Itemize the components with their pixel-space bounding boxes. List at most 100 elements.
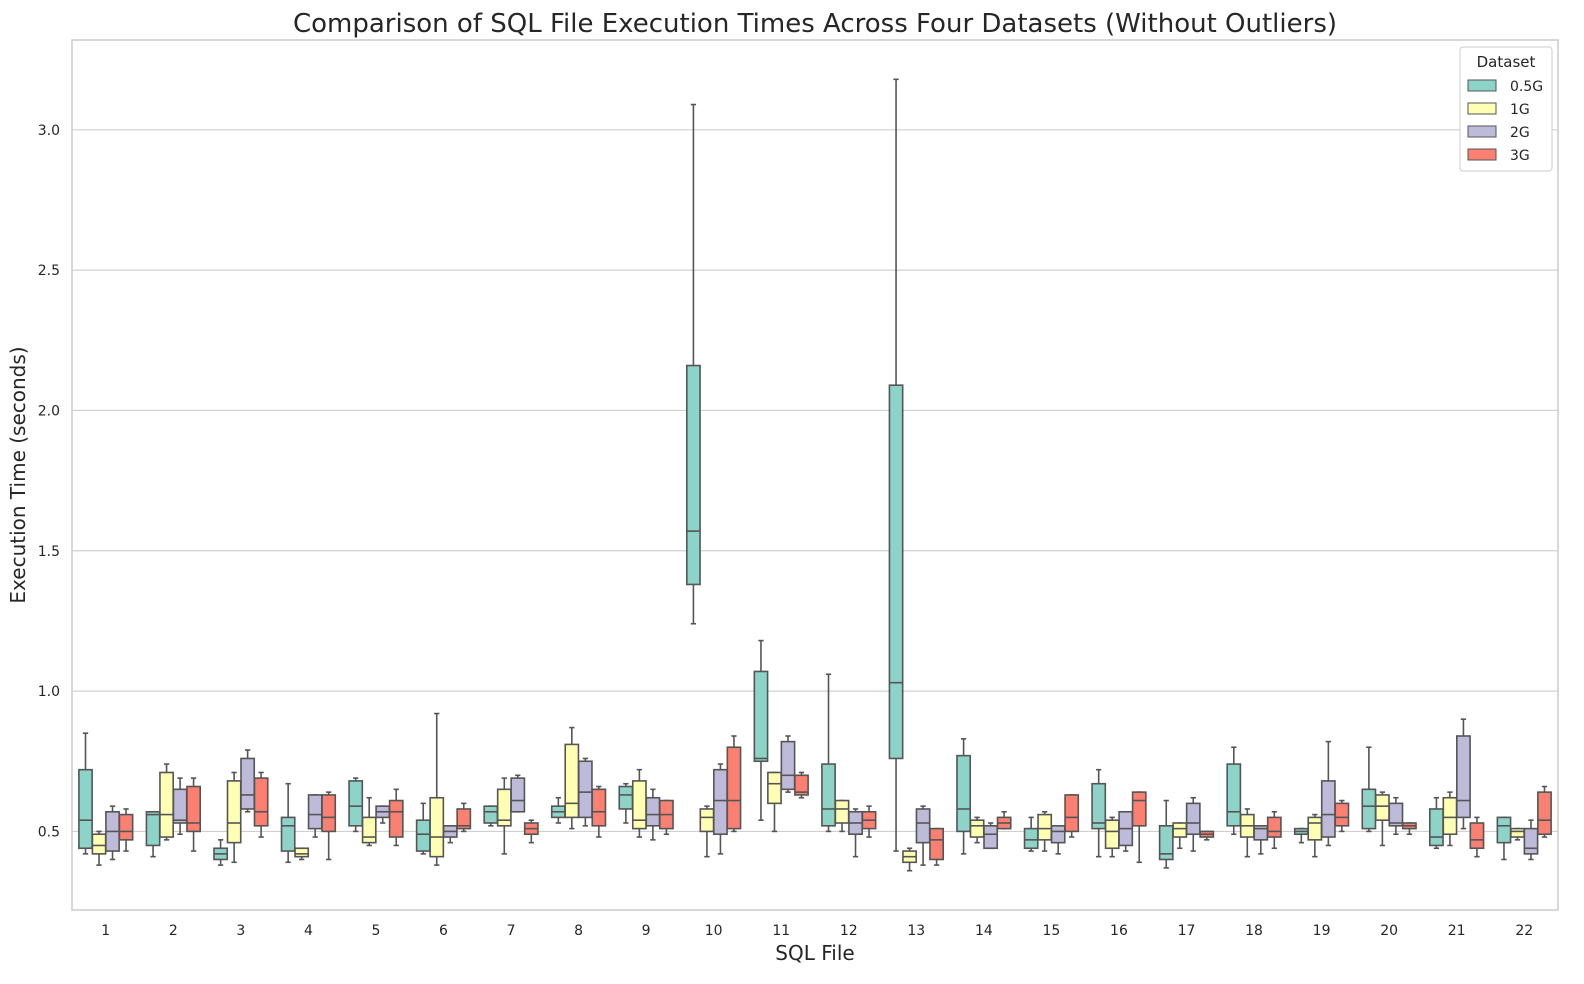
iqr-box [564, 743, 580, 819]
box-2G-15 [1050, 825, 1066, 855]
x-tick-label: 14 [975, 923, 993, 939]
iqr-box [1050, 825, 1066, 844]
legend-swatch-2G [1467, 125, 1497, 138]
box-2G-13 [915, 805, 931, 866]
iqr-box [307, 794, 323, 830]
box-3G-5 [388, 788, 404, 847]
iqr-box [1172, 822, 1188, 838]
x-tick-label: 13 [907, 923, 925, 939]
chart-title: Comparison of SQL File Execution Times A… [293, 9, 1337, 39]
x-tick-label: 11 [772, 923, 790, 939]
y-tick-labels: 0.5 1.0 1.5 2.0 2.5 3.0 [38, 123, 60, 841]
iqr-box [321, 794, 337, 833]
plot-area [71, 39, 1559, 911]
box-1G-2 [159, 763, 174, 841]
iqr-box [1469, 822, 1485, 850]
box-2G-4 [307, 794, 323, 838]
iqr-box [1496, 816, 1512, 844]
iqr-box [294, 847, 310, 858]
x-tick-labels: 1 2 3 4 5 6 7 8 9 10 11 12 13 14 15 16 17 18 19 20 21 22 [101, 923, 1533, 939]
box-2G-8 [577, 757, 593, 827]
box-2G-11 [780, 735, 796, 793]
box-2G-18 [1253, 825, 1269, 855]
iqr-box [645, 796, 661, 827]
legend-label: 0.5G [1510, 79, 1543, 95]
box-3G-14 [996, 810, 1012, 830]
iqr-box [1537, 791, 1552, 836]
box-0.5G-13 [888, 78, 904, 852]
box-3G-1 [118, 808, 134, 852]
iqr-box [915, 808, 931, 844]
y-tick-label: 3.0 [38, 123, 60, 139]
box-0.5G-10 [685, 103, 701, 625]
x-tick-label: 19 [1313, 923, 1331, 939]
box-3G-4 [321, 791, 337, 861]
iqr-box [1388, 802, 1404, 827]
x-tick-label: 21 [1448, 923, 1466, 939]
iqr-box [753, 670, 769, 763]
box-0.5G-16 [1091, 768, 1107, 858]
box-3G-15 [1064, 794, 1080, 838]
legend-swatch-3G [1467, 148, 1497, 161]
iqr-box [767, 771, 782, 805]
legend-frame [1459, 46, 1553, 172]
box-2G-7 [510, 774, 526, 813]
box-3G-13 [929, 827, 945, 866]
box-0.5G-22 [1496, 816, 1512, 861]
x-tick-label: 12 [840, 923, 858, 939]
iqr-box [834, 799, 850, 824]
box-0.5G-18 [1226, 746, 1242, 836]
box-2G-16 [1118, 810, 1134, 852]
iqr-box [1185, 802, 1201, 836]
box-0.5G-11 [753, 639, 769, 821]
box-2G-17 [1185, 796, 1201, 852]
x-tick-label: 5 [371, 923, 380, 939]
iqr-box [1226, 763, 1242, 827]
box-2G-10 [713, 763, 728, 855]
legend-title: Dataset [1477, 53, 1536, 71]
iqr-box [780, 740, 796, 791]
box-3G-10 [726, 735, 742, 833]
iqr-box [713, 768, 728, 836]
legend-swatch-1G [1467, 102, 1497, 115]
box-3G-16 [1131, 791, 1147, 864]
box-2G-2 [172, 777, 188, 836]
x-tick-label: 1 [101, 923, 110, 939]
iqr-box [253, 777, 269, 827]
iqr-box [118, 813, 134, 841]
legend-label: 2G [1510, 125, 1530, 141]
legend: Dataset 0.5G 1G 2G 3G [1459, 46, 1553, 172]
iqr-box [1158, 825, 1174, 861]
iqr-box [726, 746, 742, 830]
iqr-box [591, 788, 607, 827]
box-3G-19 [1334, 799, 1350, 833]
iqr-box [821, 763, 836, 827]
iqr-box [510, 777, 526, 813]
box-0.5G-1 [78, 732, 93, 855]
iqr-box [1307, 816, 1323, 841]
x-tick-label: 2 [169, 923, 178, 939]
iqr-box [1037, 813, 1053, 841]
box-1G-5 [361, 796, 377, 847]
iqr-box [1442, 796, 1458, 836]
box-3G-2 [186, 777, 202, 852]
box-0.5G-8 [550, 796, 566, 824]
iqr-box [172, 788, 188, 824]
iqr-box [577, 760, 593, 819]
iqr-box [929, 827, 945, 861]
box-2G-22 [1523, 819, 1539, 861]
box-3G-18 [1266, 810, 1282, 850]
iqr-box [1523, 827, 1539, 855]
x-tick-label: 3 [236, 923, 245, 939]
iqr-box [483, 805, 499, 824]
legend-swatch-0.5G [1467, 79, 1497, 92]
box-3G-20 [1401, 822, 1417, 836]
box-1G-13 [902, 847, 917, 872]
box-3G-9 [658, 799, 674, 836]
iqr-box [361, 816, 377, 844]
iqr-box [983, 825, 999, 850]
iqr-box [618, 785, 634, 810]
iqr-box [1104, 819, 1120, 850]
box-series [78, 78, 1552, 872]
x-tick-label: 20 [1380, 923, 1398, 939]
